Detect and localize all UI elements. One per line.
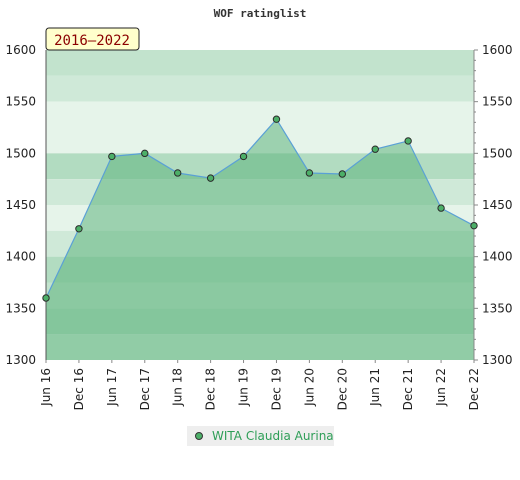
legend-label: WITA Claudia Aurina — [212, 429, 334, 443]
legend-marker — [195, 432, 203, 440]
data-point — [141, 149, 149, 158]
y-tick-label-left: 1350 — [5, 301, 36, 315]
data-point — [404, 137, 412, 145]
y-tick-label-right: 1300 — [482, 353, 513, 367]
x-tick-label: Jun 21 — [368, 368, 382, 407]
x-tick-label: Dec 21 — [401, 368, 415, 410]
series-line — [45, 118, 475, 299]
data-point — [173, 169, 182, 177]
background-band — [46, 75, 474, 102]
x-tick-label: Dec 16 — [72, 368, 86, 410]
y-tick-label-right: 1600 — [482, 43, 513, 57]
x-tick-label: Dec 19 — [269, 368, 283, 410]
data-point — [305, 169, 314, 177]
x-tick-label: Jun 19 — [237, 368, 251, 407]
y-tick-label-left: 1450 — [5, 198, 36, 212]
data-point — [437, 204, 445, 212]
x-tick-label: Dec 18 — [204, 368, 218, 410]
points-layer — [42, 115, 478, 302]
area-layer — [45, 118, 475, 360]
period-badge-label: 2016–2022 — [54, 33, 130, 49]
x-tick-label: Dec 20 — [335, 368, 349, 410]
x-tick-label: Dec 17 — [138, 368, 152, 410]
x-tick-label: Jun 20 — [302, 368, 316, 407]
data-point — [206, 174, 215, 182]
data-point — [239, 152, 248, 161]
legend-box — [187, 426, 334, 446]
background-band — [46, 101, 474, 128]
y-tick-label-right: 1550 — [482, 95, 513, 109]
y-tick-label-left: 1400 — [5, 250, 36, 264]
y-tick-label-right: 1500 — [482, 146, 513, 160]
x-tick-label: Dec 22 — [467, 368, 481, 410]
y-tick-label-right: 1400 — [482, 250, 513, 264]
data-point — [272, 115, 281, 123]
period-badge-box — [45, 27, 140, 51]
x-tick-label: Jun 22 — [434, 368, 448, 407]
data-point — [470, 221, 478, 230]
data-point — [42, 294, 50, 302]
background-band — [46, 50, 474, 76]
y-tick-label-left: 1300 — [5, 353, 36, 367]
y-tick-label-left: 1500 — [5, 146, 36, 160]
period-badge: 2016–2022 — [45, 27, 140, 51]
y-tick-label-right: 1450 — [482, 198, 513, 212]
ticks-layer: 1300 1300 1350 1350 1400 1400 1450 1450 1500 1500… — [5, 43, 512, 410]
x-tick-label: Jun 17 — [105, 368, 119, 407]
y-tick-label-left: 1600 — [5, 43, 36, 57]
x-tick-label: Jun 16 — [39, 368, 53, 407]
y-tick-label-right: 1350 — [482, 301, 513, 315]
chart-title: WOF ratinglist — [214, 7, 307, 20]
data-point — [371, 145, 379, 153]
data-point — [338, 170, 347, 178]
x-tick-label: Jun 18 — [171, 368, 185, 407]
series-area — [46, 119, 474, 360]
legend: WITA Claudia Aurina — [187, 426, 334, 446]
data-point — [75, 225, 83, 233]
data-point — [108, 152, 116, 161]
y-tick-label-left: 1550 — [5, 95, 36, 109]
